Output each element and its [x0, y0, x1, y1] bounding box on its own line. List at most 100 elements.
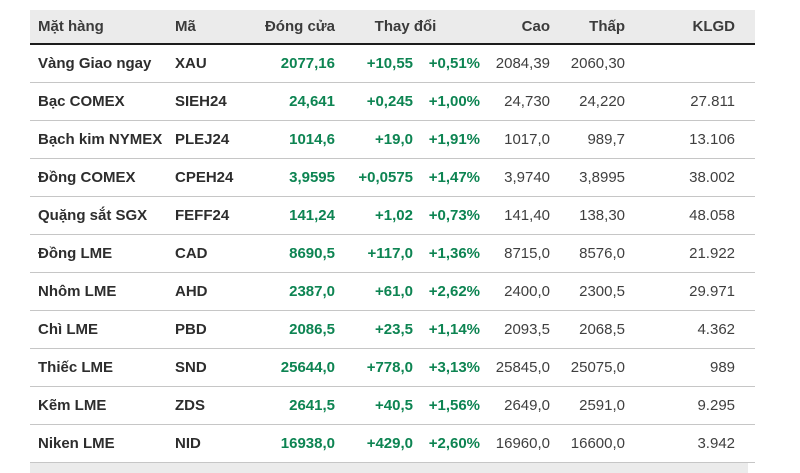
ticker-code-cell: FEFF24 — [175, 206, 230, 224]
change-percent-cell: +0,73% — [428, 206, 481, 224]
commodity-name-cell: Quặng sắt SGX — [38, 206, 148, 224]
high-price-cell: 8715,0 — [504, 244, 551, 262]
close-price-cell: 1014,6 — [289, 130, 335, 148]
high-price-cell: 2093,5 — [504, 320, 551, 338]
high-price-cell: 1017,0 — [504, 130, 551, 148]
table-row[interactable]: Thiếc LME SND 25644,0 +778,0 +3,13% 25845,0 25… — [30, 348, 756, 386]
change-percent-cell: +1,47% — [428, 168, 481, 186]
table-row[interactable]: Bạch kim NYMEX PLEJ24 1014,6 +19,0 +1,91% 101… — [30, 120, 756, 158]
high-price-cell: 24,730 — [504, 92, 551, 110]
commodity-name-cell: Đồng COMEX — [38, 168, 136, 186]
close-price-cell: 16938,0 — [280, 434, 335, 452]
low-price-cell: 2068,5 — [579, 320, 626, 338]
close-price-cell: 3,9595 — [289, 168, 335, 186]
low-price-cell: 2300,5 — [579, 282, 626, 300]
change-value-cell: +40,5 — [375, 396, 413, 414]
commodity-name-cell: Bạch kim NYMEX — [38, 130, 163, 148]
low-price-cell: 3,8995 — [579, 168, 626, 186]
volume-cell: 989 — [709, 358, 736, 376]
commodity-name-cell: Niken LME — [38, 434, 115, 452]
ticker-code-cell: ZDS — [175, 396, 205, 414]
low-price-cell: 138,30 — [579, 206, 626, 224]
commodity-name-cell: Bạc COMEX — [38, 92, 125, 110]
table-row[interactable]: Chì LME PBD 2086,5 +23,5 +1,14% 2093,5 2068,5 4… — [30, 310, 756, 348]
ticker-code-cell: NID — [175, 434, 201, 452]
close-price-cell: 2077,16 — [280, 54, 335, 72]
change-value-cell: +23,5 — [375, 320, 413, 338]
volume-cell: 4.362 — [697, 320, 736, 338]
low-price-cell: 8576,0 — [579, 244, 626, 262]
change-value-cell: +19,0 — [375, 130, 413, 148]
change-value-cell: +61,0 — [375, 282, 413, 300]
high-price-cell: 16960,0 — [495, 434, 551, 452]
close-price-cell: 2387,0 — [289, 282, 335, 300]
commodity-name-cell: Chì LME — [38, 320, 98, 338]
volume-cell — [633, 44, 755, 82]
change-percent-cell: +2,60% — [428, 434, 481, 452]
change-percent-cell: +1,00% — [428, 92, 481, 110]
commodity-price-board: Mặt hàng Mã Đóng cửa Thay đổi Cao Thấp K… — [30, 10, 756, 473]
commodity-name-cell: Đồng LME — [38, 244, 113, 262]
next-section-header-partial — [30, 462, 748, 473]
table-row[interactable]: Kẽm LME ZDS 2641,5 +40,5 +1,56% 2649,0 2591,0 9… — [30, 386, 756, 424]
change-percent-cell: +1,36% — [428, 244, 481, 262]
header-volume: KLGD — [633, 10, 756, 44]
ticker-code-cell: AHD — [175, 282, 208, 300]
ticker-code-cell: SND — [175, 358, 207, 376]
volume-cell: 9.295 — [697, 396, 736, 414]
table-row[interactable]: Niken LME NID 16938,0 +429,0 +2,60% 16960,0 16… — [30, 424, 756, 462]
ticker-code-cell: CAD — [175, 244, 208, 262]
high-price-cell: 3,9740 — [504, 168, 551, 186]
change-percent-cell: +0,51% — [428, 54, 481, 72]
commodity-name-cell: Thiếc LME — [38, 358, 114, 376]
high-price-cell: 2400,0 — [504, 282, 551, 300]
ticker-code-cell: PBD — [175, 320, 207, 338]
header-name: Mặt hàng — [30, 10, 167, 44]
change-value-cell: +429,0 — [366, 434, 413, 452]
table-row[interactable]: Vàng Giao ngay XAU 2077,16 +10,55 +0,51% 2084… — [30, 44, 756, 82]
close-price-cell: 25644,0 — [280, 358, 335, 376]
commodity-name-cell: Kẽm LME — [38, 396, 107, 414]
header-low: Thấp — [558, 10, 634, 44]
volume-cell: 27.811 — [690, 92, 736, 110]
close-price-cell: 8690,5 — [289, 244, 335, 262]
header-row: Mặt hàng Mã Đóng cửa Thay đổi Cao Thấp K… — [30, 10, 756, 44]
change-percent-cell: +1,56% — [428, 396, 481, 414]
low-price-cell: 25075,0 — [570, 358, 626, 376]
high-price-cell: 2084,39 — [495, 54, 551, 72]
change-percent-cell: +1,91% — [428, 130, 481, 148]
ticker-code-cell: SIEH24 — [175, 92, 227, 110]
table-row[interactable]: Đồng LME CAD 8690,5 +117,0 +1,36% 8715,0 8576,… — [30, 234, 756, 272]
change-value-cell: +0,245 — [366, 92, 413, 110]
table-row[interactable]: Nhôm LME AHD 2387,0 +61,0 +2,62% 2400,0 2300,5… — [30, 272, 756, 310]
change-percent-cell: +3,13% — [428, 358, 481, 376]
table-row[interactable]: Quặng sắt SGX FEFF24 141,24 +1,02 +0,73% 141,… — [30, 196, 756, 234]
low-price-cell: 2060,30 — [570, 54, 626, 72]
table-header: Mặt hàng Mã Đóng cửa Thay đổi Cao Thấp K… — [30, 10, 756, 44]
close-price-cell: 2641,5 — [289, 396, 335, 414]
change-percent-cell: +2,62% — [428, 282, 481, 300]
close-price-cell: 2086,5 — [289, 320, 335, 338]
commodity-name-cell: Vàng Giao ngay — [38, 54, 152, 72]
change-value-cell: +0,0575 — [358, 168, 413, 186]
header-change: Thay đổi — [343, 10, 489, 44]
table-row[interactable]: Bạc COMEX SIEH24 24,641 +0,245 +1,00% 24,730 2… — [30, 82, 756, 120]
change-value-cell: +1,02 — [375, 206, 413, 224]
high-price-cell: 2649,0 — [504, 396, 551, 414]
table-body: Vàng Giao ngay XAU 2077,16 +10,55 +0,51% 2084… — [30, 44, 756, 462]
table-row[interactable]: Đồng COMEX CPEH24 3,9595 +0,0575 +1,47% 3,974… — [30, 158, 756, 196]
volume-cell: 13.106 — [689, 130, 736, 148]
header-close: Đóng cửa — [263, 10, 343, 44]
price-table: Mặt hàng Mã Đóng cửa Thay đổi Cao Thấp K… — [30, 10, 756, 463]
high-price-cell: 141,40 — [504, 206, 551, 224]
change-value-cell: +778,0 — [366, 358, 413, 376]
volume-cell: 48.058 — [689, 206, 736, 224]
close-price-cell: 141,24 — [289, 206, 335, 224]
low-price-cell: 2591,0 — [579, 396, 626, 414]
volume-cell: 38.002 — [689, 168, 736, 186]
change-value-cell: +10,55 — [366, 54, 413, 72]
volume-cell: 29.971 — [689, 282, 736, 300]
close-price-cell: 24,641 — [289, 92, 335, 110]
header-high: Cao — [488, 10, 559, 44]
low-price-cell: 16600,0 — [570, 434, 626, 452]
